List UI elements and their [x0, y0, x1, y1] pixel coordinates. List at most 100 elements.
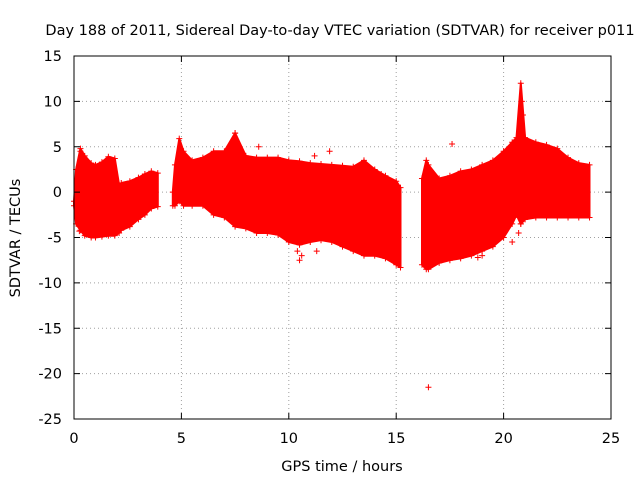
data-point [328, 239, 335, 246]
data-point [253, 229, 260, 236]
data-series [71, 80, 593, 391]
outlier-point [518, 98, 525, 105]
data-point [397, 184, 404, 191]
data-point [221, 148, 228, 155]
outlier-point [77, 148, 84, 155]
outlier-point [294, 248, 301, 255]
data-point [98, 159, 105, 166]
outlier-point [479, 252, 486, 259]
outlier-point [378, 170, 385, 177]
data-point [199, 202, 206, 209]
data-band [171, 132, 402, 269]
y-tick-label: 5 [53, 140, 62, 156]
data-point [176, 198, 183, 205]
data-point [371, 252, 378, 259]
data-point [189, 157, 196, 164]
data-point [180, 202, 187, 209]
outlier-point [515, 229, 522, 236]
data-point [92, 234, 99, 241]
data-point [171, 161, 178, 168]
data-point [565, 214, 572, 221]
data-point [296, 158, 303, 165]
data-point [436, 259, 443, 266]
data-point [135, 174, 142, 181]
data-point [210, 148, 217, 155]
outlier-point [573, 163, 580, 170]
data-point [513, 134, 520, 141]
outlier-point [92, 207, 99, 214]
x-tick-label: 15 [387, 431, 405, 447]
y-tick-label: -15 [38, 321, 62, 337]
data-point [221, 214, 228, 221]
data-point [543, 141, 550, 148]
data-point [328, 161, 335, 168]
data-point [457, 255, 464, 262]
data-point [210, 211, 217, 218]
data-point [382, 172, 389, 179]
data-point [171, 202, 178, 209]
outlier-point [326, 148, 333, 155]
data-point [468, 166, 475, 173]
data-point [350, 248, 357, 255]
data-point [457, 168, 464, 175]
data-point [489, 157, 496, 164]
data-point [532, 139, 539, 146]
x-tick-label: 5 [177, 431, 186, 447]
y-tick-label: 10 [44, 94, 62, 110]
data-point [468, 252, 475, 259]
data-point [199, 154, 206, 161]
outlier-point [509, 239, 516, 246]
data-point [489, 243, 496, 250]
data-point [242, 152, 249, 159]
data-point [285, 157, 292, 164]
outlier-point [474, 254, 481, 261]
data-point [148, 205, 155, 212]
data-point [575, 160, 582, 167]
data-point [264, 154, 271, 161]
data-point [111, 155, 118, 162]
data-point [275, 231, 282, 238]
data-point [118, 180, 125, 187]
outlier-point [449, 141, 456, 148]
data-point [307, 239, 314, 246]
data-point [81, 152, 88, 159]
data-point [253, 154, 260, 161]
data-point [126, 178, 133, 185]
data-point [382, 255, 389, 262]
chart-title: Day 188 of 2011, Sidereal Day-to-day VTE… [45, 23, 634, 39]
y-tick-label: 15 [44, 49, 62, 65]
outlier-point [298, 252, 305, 259]
x-tick-label: 0 [69, 431, 78, 447]
data-point [141, 211, 148, 218]
data-point [141, 170, 148, 177]
data-point [446, 172, 453, 179]
data-point [554, 214, 561, 221]
data-point [232, 223, 239, 230]
data-point [307, 160, 314, 167]
data-point [522, 134, 529, 141]
data-point [285, 239, 292, 246]
data-point [176, 135, 183, 142]
data-point [509, 139, 516, 146]
data-point [105, 153, 112, 160]
data-point [88, 160, 95, 167]
data-point [318, 237, 325, 244]
data-point [554, 145, 561, 152]
outlier-point [255, 143, 262, 150]
y-tick-label: 0 [53, 185, 62, 201]
data-point [264, 229, 271, 236]
data-point [500, 148, 507, 155]
data-point [339, 162, 346, 169]
data-point [418, 261, 425, 268]
outlier-point [313, 248, 320, 255]
y-tick-label: -25 [38, 412, 62, 428]
data-point [393, 261, 400, 268]
data-point [111, 232, 118, 239]
data-point [517, 80, 524, 87]
data-point [513, 211, 520, 218]
data-point [522, 216, 529, 223]
x-axis-label: GPS time / hours [281, 459, 402, 475]
data-point [397, 264, 404, 271]
x-tick-label: 25 [602, 431, 620, 447]
